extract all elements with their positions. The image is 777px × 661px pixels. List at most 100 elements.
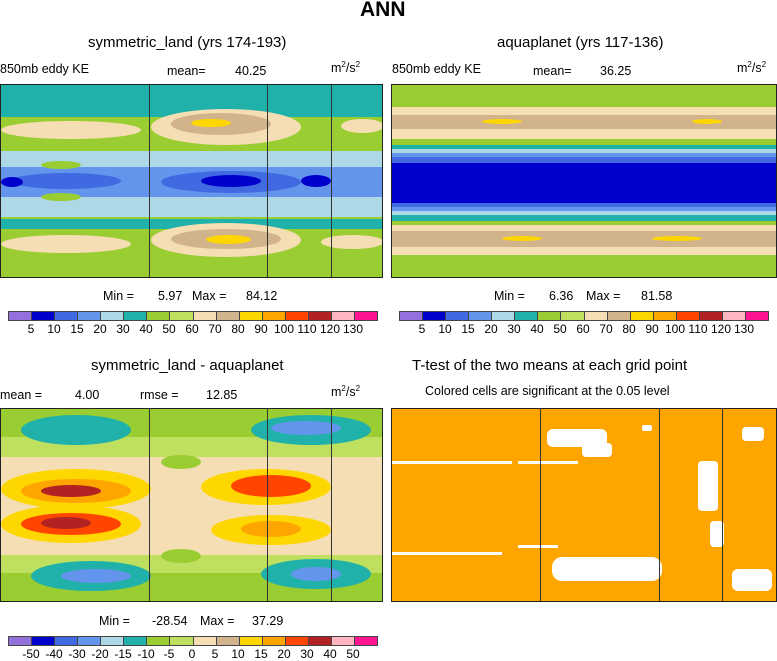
contour-blob xyxy=(1,177,23,187)
contour-band xyxy=(1,261,382,277)
contour-blob xyxy=(231,475,311,497)
max-label: Max = xyxy=(586,289,621,303)
colorbar-swatch xyxy=(676,312,700,320)
colorbar-tick-label: 10 xyxy=(231,647,245,661)
colorbar-tick-label: -15 xyxy=(114,647,132,661)
mean-label: mean= xyxy=(167,64,206,78)
rmse-label: rmse = xyxy=(140,388,179,402)
mean-value: 4.00 xyxy=(75,388,100,402)
colorbar-tick-label: 10 xyxy=(438,322,452,336)
continent-boundary xyxy=(331,409,332,601)
max-label: Max = xyxy=(192,289,227,303)
contour-blob xyxy=(1,121,141,139)
colorbar xyxy=(8,636,378,646)
colorbar-tick-label: 10 xyxy=(47,322,61,336)
colorbar-swatch xyxy=(147,637,171,645)
colorbar-swatch xyxy=(331,637,355,645)
colorbar-tick-label: 50 xyxy=(346,647,360,661)
continent-boundary xyxy=(659,409,660,601)
colorbar-tick-label: 120 xyxy=(319,322,341,336)
colorbar-swatch xyxy=(193,637,217,645)
colorbar-swatch xyxy=(722,312,746,320)
max-value: 81.58 xyxy=(641,289,673,303)
colorbar-tick-label: 15 xyxy=(461,322,475,336)
figure-title: ANN xyxy=(360,0,406,21)
max-value: 37.29 xyxy=(252,614,284,628)
colorbar-tick-label: 40 xyxy=(530,322,544,336)
mean-label: mean= xyxy=(533,64,572,78)
insignificant-cell xyxy=(710,521,724,547)
colorbar-swatch xyxy=(170,312,194,320)
colorbar-tick-label: 0 xyxy=(188,647,196,661)
panel-title-ttest: T-test of the two means at each grid poi… xyxy=(412,357,688,374)
colorbar-tick-label: 100 xyxy=(664,322,686,336)
colorbar-swatch xyxy=(124,637,148,645)
colorbar-tick-label: 70 xyxy=(599,322,613,336)
colorbar-swatch xyxy=(354,312,377,320)
colorbar-tick-label: 5 xyxy=(211,647,219,661)
colorbar-tick-label: 50 xyxy=(553,322,567,336)
colorbar-tick-label: 130 xyxy=(733,322,755,336)
continent-boundary xyxy=(149,85,150,277)
colorbar-swatch xyxy=(101,312,125,320)
contour-blob xyxy=(291,567,341,581)
insignificant-cell xyxy=(642,425,652,431)
colorbar-swatch xyxy=(515,312,539,320)
colorbar-tick-label: 120 xyxy=(710,322,732,336)
colorbar-tick-label: 15 xyxy=(254,647,268,661)
colorbar-swatch xyxy=(561,312,585,320)
contour-blob xyxy=(41,485,101,497)
contour-blob xyxy=(201,175,261,187)
min-label: Min = xyxy=(99,614,130,628)
colorbar-swatch xyxy=(423,312,447,320)
colorbar-tick-label: -30 xyxy=(68,647,86,661)
contour-band xyxy=(392,231,776,247)
colorbar xyxy=(8,311,378,321)
panel-subtitle-ttest: Colored cells are significant at the 0.0… xyxy=(425,384,670,398)
min-label: Min = xyxy=(103,289,134,303)
colorbar-tick-label: 20 xyxy=(93,322,107,336)
colorbar-ticks: -50 -40 -30 -20 -15 -10 -5 0 5 10 15 20 30 40 50 xyxy=(8,647,376,661)
colorbar-tick-label: 20 xyxy=(277,647,291,661)
panel-title-difference: symmetric_land - aquaplanet xyxy=(91,357,284,374)
significance-map xyxy=(391,408,777,602)
contour-blob xyxy=(41,193,81,201)
colorbar-tick-label: 90 xyxy=(254,322,268,336)
contour-blob xyxy=(161,455,201,469)
contour-blob xyxy=(41,161,81,169)
colorbar-swatch xyxy=(147,312,171,320)
contour-blob xyxy=(341,119,382,133)
insignificant-cell xyxy=(547,429,607,447)
continent-boundary xyxy=(722,409,723,601)
insignificant-cell xyxy=(392,552,502,555)
colorbar-swatch xyxy=(745,312,768,320)
contour-blob xyxy=(1,235,131,253)
colorbar-tick-label: 60 xyxy=(185,322,199,336)
colorbar-tick-label: 130 xyxy=(342,322,364,336)
colorbar-tick-label: 60 xyxy=(576,322,590,336)
colorbar-swatch xyxy=(285,637,309,645)
colorbar-swatch xyxy=(124,312,148,320)
colorbar-swatch xyxy=(239,312,263,320)
insignificant-cell xyxy=(582,443,612,457)
colorbar xyxy=(399,311,769,321)
colorbar-swatch xyxy=(538,312,562,320)
colorbar-swatch xyxy=(584,312,608,320)
insignificant-cell xyxy=(732,569,772,591)
panel-title-aquaplanet: aquaplanet (yrs 117-136) xyxy=(497,34,664,51)
contour-blob xyxy=(692,119,722,124)
field-label: 850mb eddy KE xyxy=(0,62,89,76)
min-value: 6.36 xyxy=(549,289,574,303)
colorbar-swatch xyxy=(9,637,33,645)
mean-value: 36.25 xyxy=(600,64,632,78)
colorbar-swatch xyxy=(262,312,286,320)
insignificant-cell xyxy=(392,461,512,464)
colorbar-tick-label: 110 xyxy=(297,322,317,336)
colorbar-swatch xyxy=(469,312,493,320)
colorbar-tick-label: 30 xyxy=(116,322,130,336)
colorbar-swatch xyxy=(9,312,33,320)
continent-boundary xyxy=(267,85,268,277)
colorbar-swatch xyxy=(216,312,240,320)
units-label: m2/s2 xyxy=(737,60,767,76)
colorbar-tick-label: 15 xyxy=(70,322,84,336)
